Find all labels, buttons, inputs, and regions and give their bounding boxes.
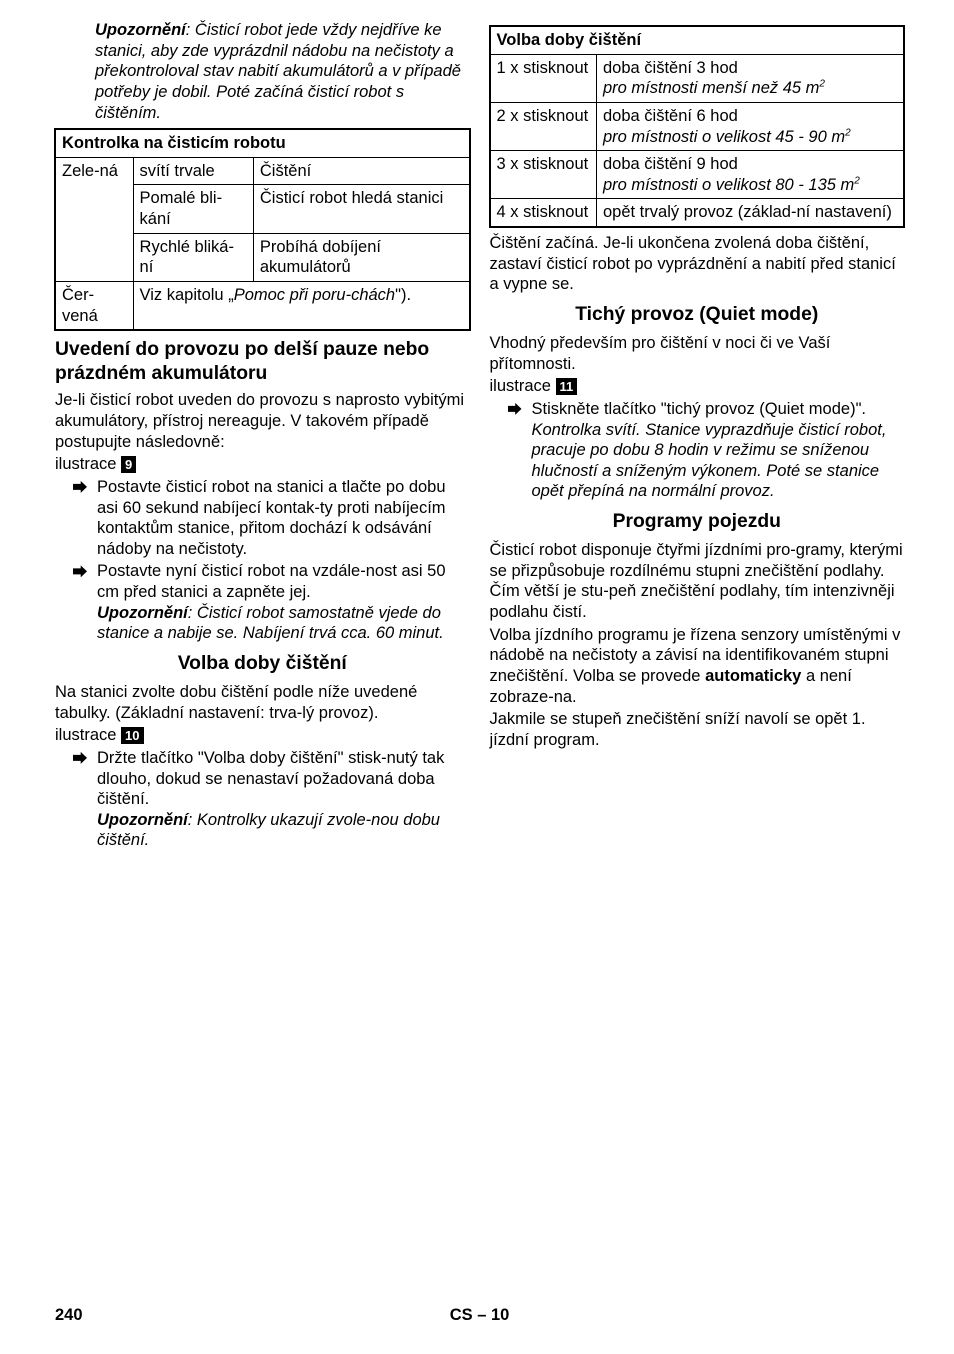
num-10-icon: 10 (121, 727, 143, 744)
footer-mid: CS – 10 (450, 1305, 510, 1326)
h-quiet: Tichý provoz (Quiet mode) (490, 303, 905, 327)
t1-r1c3: Čištění (253, 157, 469, 185)
li-step-1: Postavte čisticí robot na stanici a tlač… (73, 477, 470, 560)
page-footer: 240 CS – 10 (55, 1305, 904, 1326)
t1-r3c3: Probíhá dobíjení akumulátorů (253, 233, 469, 281)
t1-r2c3: Čisticí robot hledá stanici (253, 185, 469, 233)
ilustrace-9: ilustrace 9 (55, 454, 470, 475)
p-after-t2: Čištění začíná. Je-li ukončena zvolená d… (490, 233, 905, 295)
t1-r1c2: svítí trvale (133, 157, 253, 185)
p-prog3: Jakmile se stupeň znečištění sníží navol… (490, 709, 905, 750)
t2-r3c2: doba čištění 9 hod pro místnosti o velik… (596, 151, 903, 199)
li-step-2: Postavte nyní čisticí robot na vzdále-no… (73, 561, 470, 644)
t1-r2c2: Pomalé bli-kání (133, 185, 253, 233)
p-prog1: Čisticí robot disponuje čtyřmi jízdními … (490, 540, 905, 623)
num-9-icon: 9 (121, 456, 136, 473)
h-prog: Programy pojezdu (490, 510, 905, 534)
footer-left: 240 (55, 1305, 83, 1326)
li-volba: Držte tlačítko "Volba doby čištění" stis… (73, 748, 470, 851)
t1-r1c1: Zele-ná (56, 157, 134, 281)
t2-r1c2: doba čištění 3 hod pro místnosti menší n… (596, 54, 903, 102)
p-prog2: Volba jízdního programu je řízena senzor… (490, 625, 905, 708)
t2-r2c2: doba čištění 6 hod pro místnosti o velik… (596, 102, 903, 150)
t2-r4c2: opět trvalý provoz (základ-ní nastavení) (596, 199, 903, 227)
h-volba: Volba doby čištění (55, 652, 470, 676)
t2-r1c1: 1 x stisknout (490, 54, 596, 102)
p-restart: Je-li čisticí robot uveden do provozu s … (55, 390, 470, 452)
t1-r3c2: Rychlé bliká-ní (133, 233, 253, 281)
h-restart: Uvedení do provozu po delší pauze nebo p… (55, 338, 470, 386)
p-quiet: Vhodný především pro čištění v noci či v… (490, 333, 905, 374)
t2-r4c1: 4 x stisknout (490, 199, 596, 227)
t2-r2c1: 2 x stisknout (490, 102, 596, 150)
p-volba: Na stanici zvolte dobu čištění podle níž… (55, 682, 470, 723)
t1-r4c2: Viz kapitolu „Pomoc při poru-chách"). (133, 281, 469, 329)
table2-caption: Volba doby čištění (490, 27, 904, 55)
ilustrace-11: ilustrace 11 (490, 376, 905, 397)
note-label: Upozornění (95, 21, 186, 39)
t2-r3c1: 3 x stisknout (490, 151, 596, 199)
num-11-icon: 11 (556, 378, 578, 395)
table1-caption: Kontrolka na čisticím robotu (56, 130, 470, 158)
table-volba: Volba doby čištění 1 x stisknout doba či… (490, 26, 905, 227)
table-kontrolka: Kontrolka na čisticím robotu Zele-ná sví… (55, 129, 470, 330)
ilustrace-10: ilustrace 10 (55, 725, 470, 746)
li-quiet: Stiskněte tlačítko "tichý provoz (Quiet … (508, 399, 905, 502)
t1-r4c1: Čer-vená (56, 281, 134, 329)
